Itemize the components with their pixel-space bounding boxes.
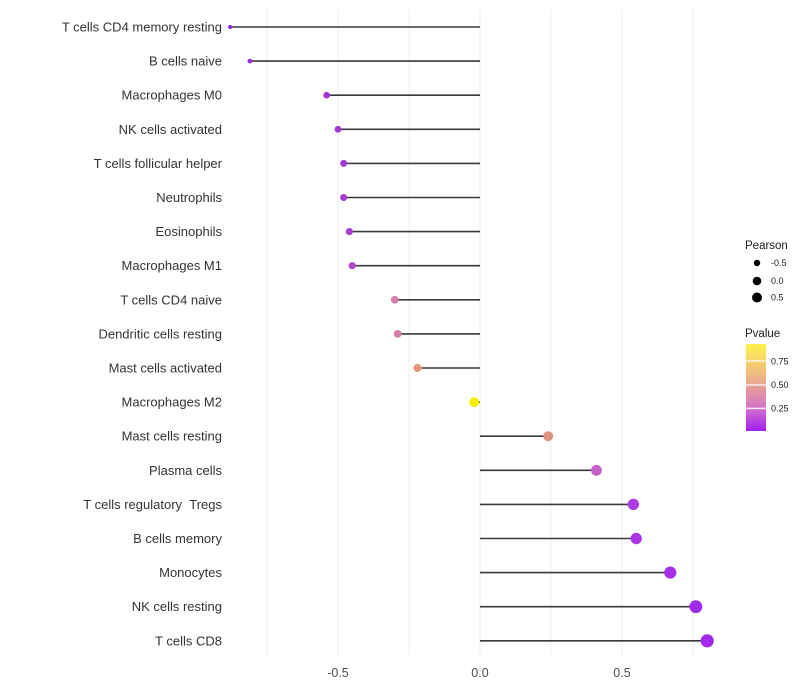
- category-label: B cells naive: [149, 54, 222, 69]
- pvalue-legend-title: Pvalue: [745, 328, 780, 340]
- category-label: T cells CD8: [155, 633, 222, 648]
- pvalue-colorbar-label: 0.25: [771, 404, 789, 414]
- category-label: T cells CD4 naive: [120, 292, 222, 307]
- pvalue-colorbar-label: 0.75: [771, 357, 789, 367]
- category-label: Neutrophils: [156, 190, 222, 205]
- category-label: Mast cells resting: [122, 429, 222, 444]
- x-tick-label: 0.0: [471, 666, 488, 680]
- lollipop-dot: [393, 330, 402, 338]
- category-label: Macrophages M2: [122, 395, 222, 410]
- lollipop-dot: [591, 464, 602, 476]
- legend-size-dot: [752, 276, 762, 286]
- lollipop-dot: [345, 228, 353, 236]
- lollipop-dot: [413, 363, 422, 373]
- lollipop-dot: [334, 125, 342, 133]
- lollipop-dot: [340, 159, 348, 167]
- category-label: Macrophages M0: [122, 88, 222, 103]
- category-label: Plasma cells: [149, 463, 222, 478]
- lollipop-dot: [689, 600, 703, 614]
- x-tick-label: 0.5: [613, 666, 630, 680]
- category-label: Eosinophils: [156, 224, 223, 239]
- lollipop-dot: [247, 58, 253, 64]
- category-label: Macrophages M1: [122, 258, 222, 273]
- legend-size-label: 0.0: [771, 276, 784, 286]
- lollipop-dot: [323, 91, 330, 99]
- category-label: T cells regulatory Tregs: [83, 497, 222, 512]
- legend-size-dot: [752, 292, 762, 303]
- lollipop-dot: [340, 194, 348, 201]
- category-label: NK cells resting: [132, 599, 222, 614]
- category-label: Mast cells activated: [109, 361, 222, 376]
- pvalue-colorbar: [746, 344, 766, 431]
- category-label: Dendritic cells resting: [98, 326, 222, 341]
- legend-size-label: 0.5: [771, 293, 784, 303]
- lollipop-dot: [469, 397, 480, 408]
- lollipop-dot: [627, 498, 640, 511]
- lollipop-dot: [228, 25, 233, 29]
- lollipop-dot: [630, 532, 642, 545]
- category-label: B cells memory: [133, 531, 222, 546]
- legend-size-label: -0.5: [771, 258, 787, 268]
- category-label: T cells CD4 memory resting: [62, 20, 222, 35]
- category-label: Monocytes: [159, 565, 222, 580]
- lollipop-dot: [700, 634, 714, 648]
- lollipop-dot: [390, 295, 399, 304]
- lollipop-dot: [543, 431, 554, 442]
- lollipop-dot: [664, 566, 677, 579]
- category-label: NK cells activated: [119, 122, 222, 137]
- lollipop-dot: [348, 262, 356, 270]
- pearson-legend-title: Pearson: [745, 240, 788, 252]
- x-tick-label: -0.5: [327, 666, 349, 680]
- legend-size-dot: [753, 259, 761, 267]
- pvalue-colorbar-label: 0.50: [771, 380, 789, 390]
- category-label: T cells follicular helper: [94, 156, 223, 171]
